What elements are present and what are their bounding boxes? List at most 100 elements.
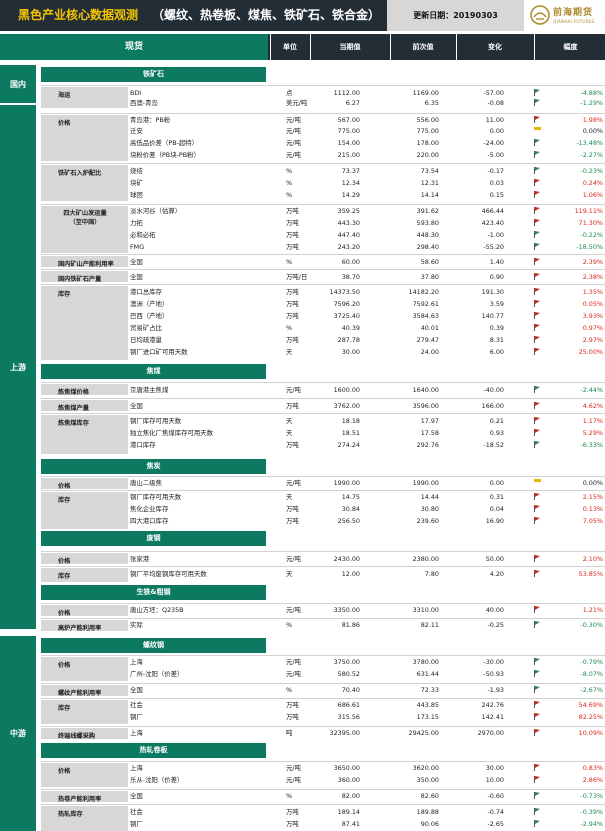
flag-pole (534, 517, 535, 524)
flag-pole (534, 139, 535, 146)
red-flag-icon (534, 713, 541, 720)
row-name: 上海 (130, 658, 143, 666)
row-unit: 元/吨 (286, 479, 301, 487)
row-unit: 元/吨 (286, 555, 301, 563)
row-change: 0.03 (489, 179, 504, 187)
row-current: 3350.00 (333, 606, 360, 614)
table-row: 贸易矿占比% 40.39 40.01 0.39 0.97% (129, 324, 605, 333)
company-logo: 前海期货 QIANHAI FUTURES (524, 0, 605, 31)
table-row: 港口总库存 万吨 14373.50 14182.20 191.30 1.35% (129, 288, 605, 297)
row-name: 淡水河谷（估算） (130, 207, 182, 215)
table-row: 球团% 14.29 14.14 0.15 1.06% (129, 191, 605, 200)
row-unit: 万吨 (286, 713, 299, 721)
row-amplitude: -2.67% (580, 686, 603, 694)
row-current: 1600.00 (333, 386, 360, 394)
table-row: 独立焦化厂焦煤库存可用天数 天 18.51 17.58 0.93 5.29% (129, 429, 605, 438)
row-unit: 元/吨 (286, 116, 301, 124)
row-separator (41, 683, 605, 684)
row-unit: % (286, 191, 293, 199)
row-current: 40.39 (341, 324, 360, 332)
row-unit: 元/吨 (286, 386, 301, 394)
table-row: 全国 万吨/日 38.70 37.80 0.90 2.38% (129, 273, 605, 282)
red-flag-icon (534, 776, 541, 783)
table-row: 社会 万吨 686.61 443.85 242.76 54.69% (129, 701, 605, 710)
row-unit: 元/吨 (286, 658, 301, 666)
row-current: 154.00 (337, 139, 360, 147)
row-previous: 12.31 (420, 179, 439, 187)
category-text: 热轧库存 (58, 811, 83, 818)
flag-cloth (535, 243, 540, 247)
flag-pole (534, 231, 535, 238)
flag-cloth (535, 621, 540, 625)
flag-cloth (535, 606, 540, 610)
row-amplitude: -6.33% (580, 441, 603, 449)
flag-cloth (535, 517, 540, 521)
row-change: 0.90 (489, 273, 504, 281)
row-change: -18.52 (483, 441, 504, 449)
flag-pole (534, 670, 535, 677)
row-amplitude: -2.27% (580, 151, 603, 159)
column-goods: 现货 (0, 34, 268, 60)
flag-cloth (535, 441, 540, 445)
flag-cloth (535, 99, 540, 103)
flag-pole (534, 701, 535, 708)
row-name: 港口总库存 (130, 288, 162, 296)
row-amplitude: 2.10% (582, 555, 603, 563)
category-label: 国内铁矿石产量 (41, 271, 128, 283)
row-separator (41, 413, 605, 414)
row-amplitude: 2.38% (582, 273, 603, 281)
flag-cloth (535, 764, 540, 768)
table-row: 广州-沈阳（价差） 元/吨 580.52 631.44 -50.93 -8.07% (129, 670, 605, 679)
red-flag-icon (534, 493, 541, 500)
red-flag-icon (534, 324, 541, 331)
green-flag-icon (534, 99, 541, 106)
row-name: 钢厂进口矿可用天数 (130, 348, 188, 356)
row-current: 18.18 (341, 417, 360, 425)
section-header: 螺纹钢 (41, 638, 266, 653)
flag-cloth (535, 116, 540, 120)
flag-cloth (535, 776, 540, 780)
row-separator (41, 163, 605, 164)
row-previous: 775.00 (416, 127, 439, 135)
row-amplitude: 0.83% (582, 764, 603, 772)
flat-dash-icon (534, 479, 541, 482)
category-text: 国内铁矿石产量 (58, 276, 102, 283)
row-name: 唐山方坯：Q235B (130, 606, 184, 614)
row-current: 87.41 (341, 820, 360, 828)
flag-pole (534, 167, 535, 174)
flag-pole (534, 606, 535, 613)
table-row: 社会 万吨 189.14 189.88 -0.74 -0.39% (129, 808, 605, 817)
row-name: 日均疏港量 (130, 336, 162, 344)
row-unit: % (286, 686, 293, 694)
red-flag-icon (534, 336, 541, 343)
row-name: 全国 (130, 258, 143, 266)
flag-cloth (535, 701, 540, 705)
category-label: 库存 (41, 700, 128, 724)
flag-cloth (535, 792, 540, 796)
row-name: 张家港 (130, 555, 150, 563)
row-change: -50.93 (483, 670, 504, 678)
flag-cloth (535, 686, 540, 690)
row-unit: % (286, 792, 293, 800)
row-unit: 万吨 (286, 219, 299, 227)
row-previous: 1640.00 (412, 386, 439, 394)
row-name: 京唐港主焦煤 (130, 386, 169, 394)
section-header: 铁矿石 (41, 67, 266, 82)
category-text: 螺纹产能利用率 (58, 690, 102, 697)
flag-cloth (535, 179, 540, 183)
row-unit: 万吨 (286, 243, 299, 251)
table-row: 上海 吨 32395.00 29425.00 2970.00 10.09% (129, 729, 605, 738)
category-label: 国内矿山产能利用率 (41, 256, 128, 268)
flag-cloth (535, 151, 540, 155)
column-change: 变化 (456, 34, 533, 60)
row-separator (41, 603, 605, 604)
table-row: 钢厂 万吨 87.41 90.06 -2.65 -2.94% (129, 820, 605, 829)
row-current: 30.84 (341, 505, 360, 513)
row-amplitude: 71.30% (578, 219, 603, 227)
row-unit: 万吨 (286, 300, 299, 308)
category-label: 海运 (41, 87, 128, 108)
flag-cloth (535, 670, 540, 674)
row-amplitude: 5.29% (582, 429, 603, 437)
row-current: 1990.00 (333, 479, 360, 487)
row-amplitude: 0.97% (582, 324, 603, 332)
